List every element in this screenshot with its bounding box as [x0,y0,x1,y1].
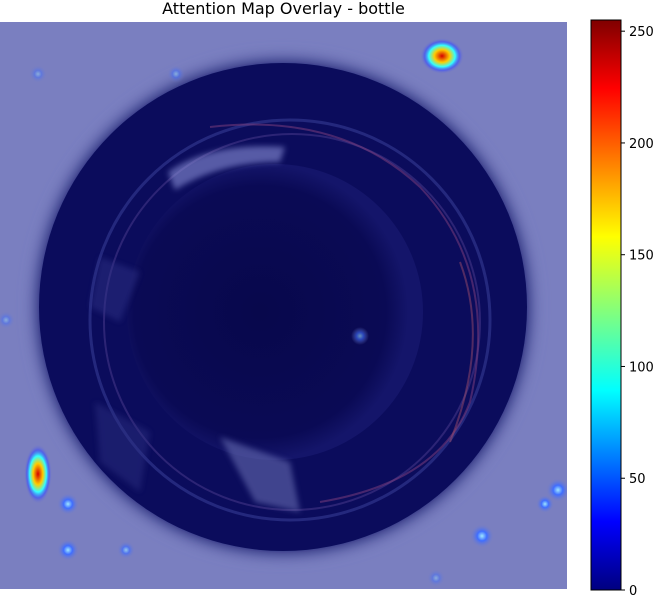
colorbar-tick-label: 0 [629,584,637,599]
colorbar-gradient [590,19,622,591]
attention-overlay-image [0,22,570,589]
figure-title: Attention Map Overlay - bottle [162,0,405,18]
attention-hotspot-top-right [420,38,464,74]
bottle-inner-opening [127,164,423,460]
colorbar-tick-label: 200 [629,137,654,152]
colorbar-tick-label: 50 [629,472,646,487]
colorbar-tick-label: 100 [629,360,654,375]
colorbar: 0 50 100 150 200 250 [590,19,654,599]
attention-hotspot-left [24,444,52,504]
colorbar-tick-label: 150 [629,249,654,264]
colorbar-tick-label: 250 [629,25,654,40]
